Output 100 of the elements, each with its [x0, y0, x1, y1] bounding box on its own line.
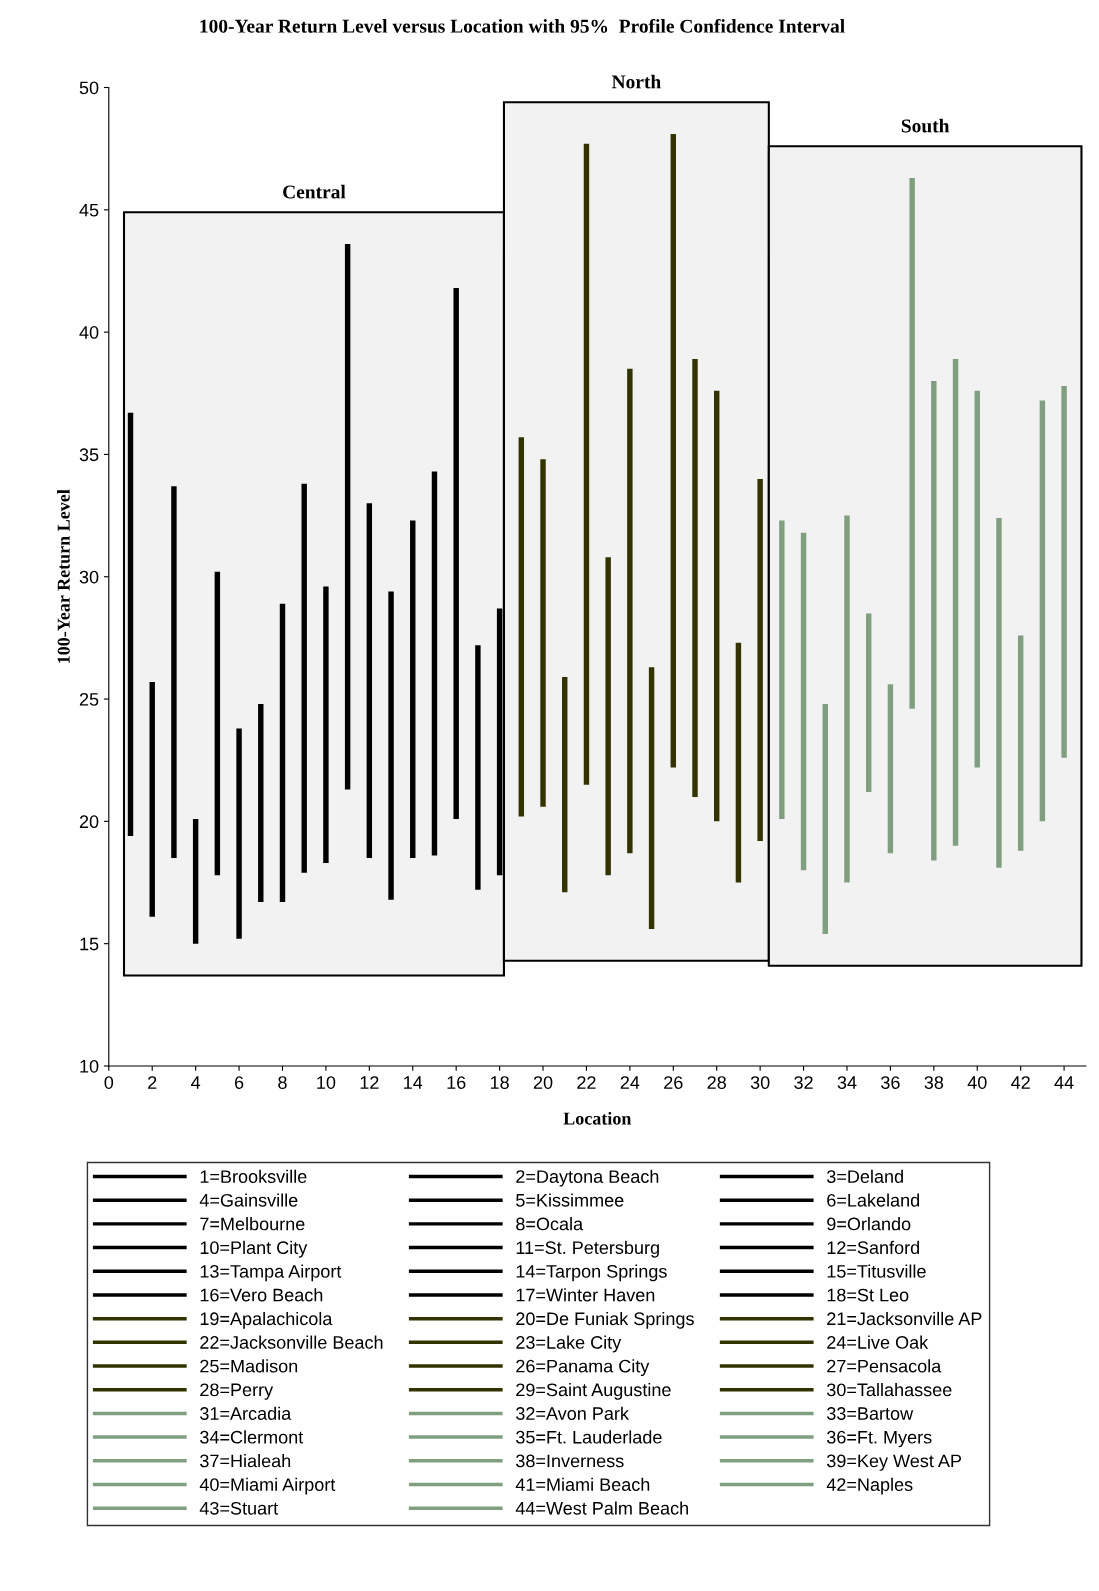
- legend-label: 21=Jacksonville AP: [827, 1311, 982, 1326]
- legend-label: 30=Tallahassee: [826, 1382, 952, 1397]
- bar: [844, 515, 850, 883]
- x-tick-label: 40: [967, 1076, 987, 1089]
- x-tick-label: 2: [148, 1076, 157, 1089]
- bar: [670, 133, 677, 768]
- legend-label: 6=Lakeland: [827, 1193, 920, 1207]
- bar: [952, 359, 959, 846]
- bar: [475, 645, 481, 890]
- legend-label: 37=Hialeah: [200, 1454, 291, 1468]
- legend-label: 44=West Palm Beach: [515, 1501, 688, 1515]
- legend-label: 15=Titusville: [827, 1264, 926, 1278]
- legend-label: 8=Ocala: [516, 1217, 584, 1231]
- legend-label: 23=Lake City: [516, 1335, 622, 1353]
- y-tick-label: 45: [79, 203, 99, 217]
- x-tick-label: 8: [278, 1076, 287, 1089]
- legend-label: 29=Saint Augustine: [516, 1382, 671, 1400]
- legend-label: 14=Tarpon Springs: [516, 1264, 667, 1282]
- legend-label: 31=Arcadia: [200, 1406, 292, 1420]
- bar: [366, 503, 373, 859]
- legend-label: 18=St Leo: [827, 1288, 909, 1302]
- legend-label: 38=Inverness: [516, 1454, 624, 1468]
- legend-label: 33=Bartow: [826, 1407, 914, 1420]
- bar: [323, 586, 329, 863]
- x-tick-label: 4: [191, 1076, 201, 1089]
- legend-label: 17=Winter Haven: [516, 1288, 655, 1302]
- legend-label: 5=Kissimmee: [516, 1193, 624, 1207]
- legend-label: 16=Vero Beach: [200, 1288, 323, 1302]
- legend-label: 1=Brooksville: [200, 1169, 307, 1183]
- legend-label: 35=Ft. Lauderlade: [516, 1430, 662, 1444]
- bar: [735, 642, 742, 883]
- x-tick-label: 12: [360, 1076, 379, 1089]
- bar: [779, 520, 785, 819]
- x-tick-label: 6: [234, 1076, 244, 1089]
- legend-label: 39=Key West AP: [826, 1454, 962, 1471]
- bar: [192, 818, 199, 944]
- x-tick-label: 28: [707, 1076, 726, 1089]
- bar: [757, 478, 763, 841]
- x-tick-label: 44: [1054, 1076, 1074, 1089]
- x-tick-label: 36: [881, 1076, 900, 1089]
- x-tick-label: 30: [750, 1076, 770, 1089]
- legend-label: 19=Apalachicola: [200, 1311, 333, 1329]
- legend-label: 10=Plant City: [200, 1240, 308, 1258]
- bar: [887, 684, 894, 854]
- bar: [540, 459, 546, 807]
- y-tick-label: 50: [79, 81, 99, 95]
- band-label: North: [611, 74, 661, 89]
- bar: [865, 613, 872, 792]
- y-tick-label: 15: [80, 937, 99, 951]
- bar: [1061, 385, 1067, 758]
- x-tick-label: 18: [490, 1076, 509, 1089]
- bar: [214, 571, 221, 876]
- y-tick-label: 10: [80, 1059, 99, 1073]
- bar: [822, 703, 828, 934]
- bar: [605, 557, 611, 876]
- legend-label: 27=Pensacola: [827, 1359, 942, 1373]
- legend-label: 7=Melbourne: [200, 1217, 305, 1231]
- bar: [431, 471, 438, 856]
- bar: [410, 520, 416, 859]
- bar: [931, 381, 937, 861]
- legend-label: 40=Miami Airport: [199, 1477, 336, 1495]
- bar: [1039, 400, 1046, 822]
- y-tick-label: 20: [79, 815, 99, 829]
- bar: [996, 518, 1002, 868]
- y-tick-label: 30: [79, 570, 99, 584]
- legend-label: 11=St. Petersburg: [516, 1240, 659, 1258]
- bar: [301, 483, 307, 873]
- legend-label: 22=Jacksonville Beach: [200, 1335, 383, 1349]
- legend-label: 42=Naples: [826, 1477, 913, 1495]
- bar: [258, 703, 264, 903]
- y-tick-label: 35: [79, 448, 99, 462]
- bar: [388, 591, 394, 900]
- bar: [149, 681, 155, 917]
- x-tick-label: 22: [577, 1076, 596, 1089]
- legend-label: 12=Sanford: [827, 1240, 919, 1255]
- bar: [692, 359, 698, 797]
- bar: [714, 390, 720, 822]
- legend-label: 3=Deland: [826, 1169, 903, 1183]
- legend-label: 28=Perry: [200, 1383, 274, 1400]
- x-tick-label: 42: [1011, 1076, 1030, 1089]
- legend-label: 20=De Funiak Springs: [516, 1311, 694, 1329]
- y-axis-title: 100-Year Return Level: [57, 489, 70, 663]
- legend-label: 43=Stuart: [199, 1501, 279, 1515]
- bar: [344, 244, 351, 790]
- legend-label: 41=Miami Beach: [515, 1477, 650, 1491]
- legend-label: 9=Orlando: [827, 1217, 911, 1231]
- band-label: South: [901, 118, 950, 133]
- legend-label: 2=Daytona Beach: [516, 1169, 659, 1187]
- x-tick-label: 32: [794, 1076, 813, 1089]
- legend-label: 4=Gainsville: [199, 1193, 298, 1207]
- x-axis-title: Location: [563, 1111, 632, 1125]
- x-tick-label: 24: [620, 1076, 640, 1089]
- x-tick-label: 34: [837, 1076, 857, 1089]
- bar: [648, 667, 655, 929]
- x-tick-label: 16: [447, 1076, 466, 1089]
- bar: [171, 486, 177, 859]
- bar: [974, 390, 980, 768]
- legend-label: 26=Panama City: [516, 1359, 650, 1377]
- legend-label: 13=Tampa Airport: [200, 1264, 342, 1282]
- chart-title: 100-Year Return Level versus Location with 95% Profile Confidence Interval: [200, 18, 845, 33]
